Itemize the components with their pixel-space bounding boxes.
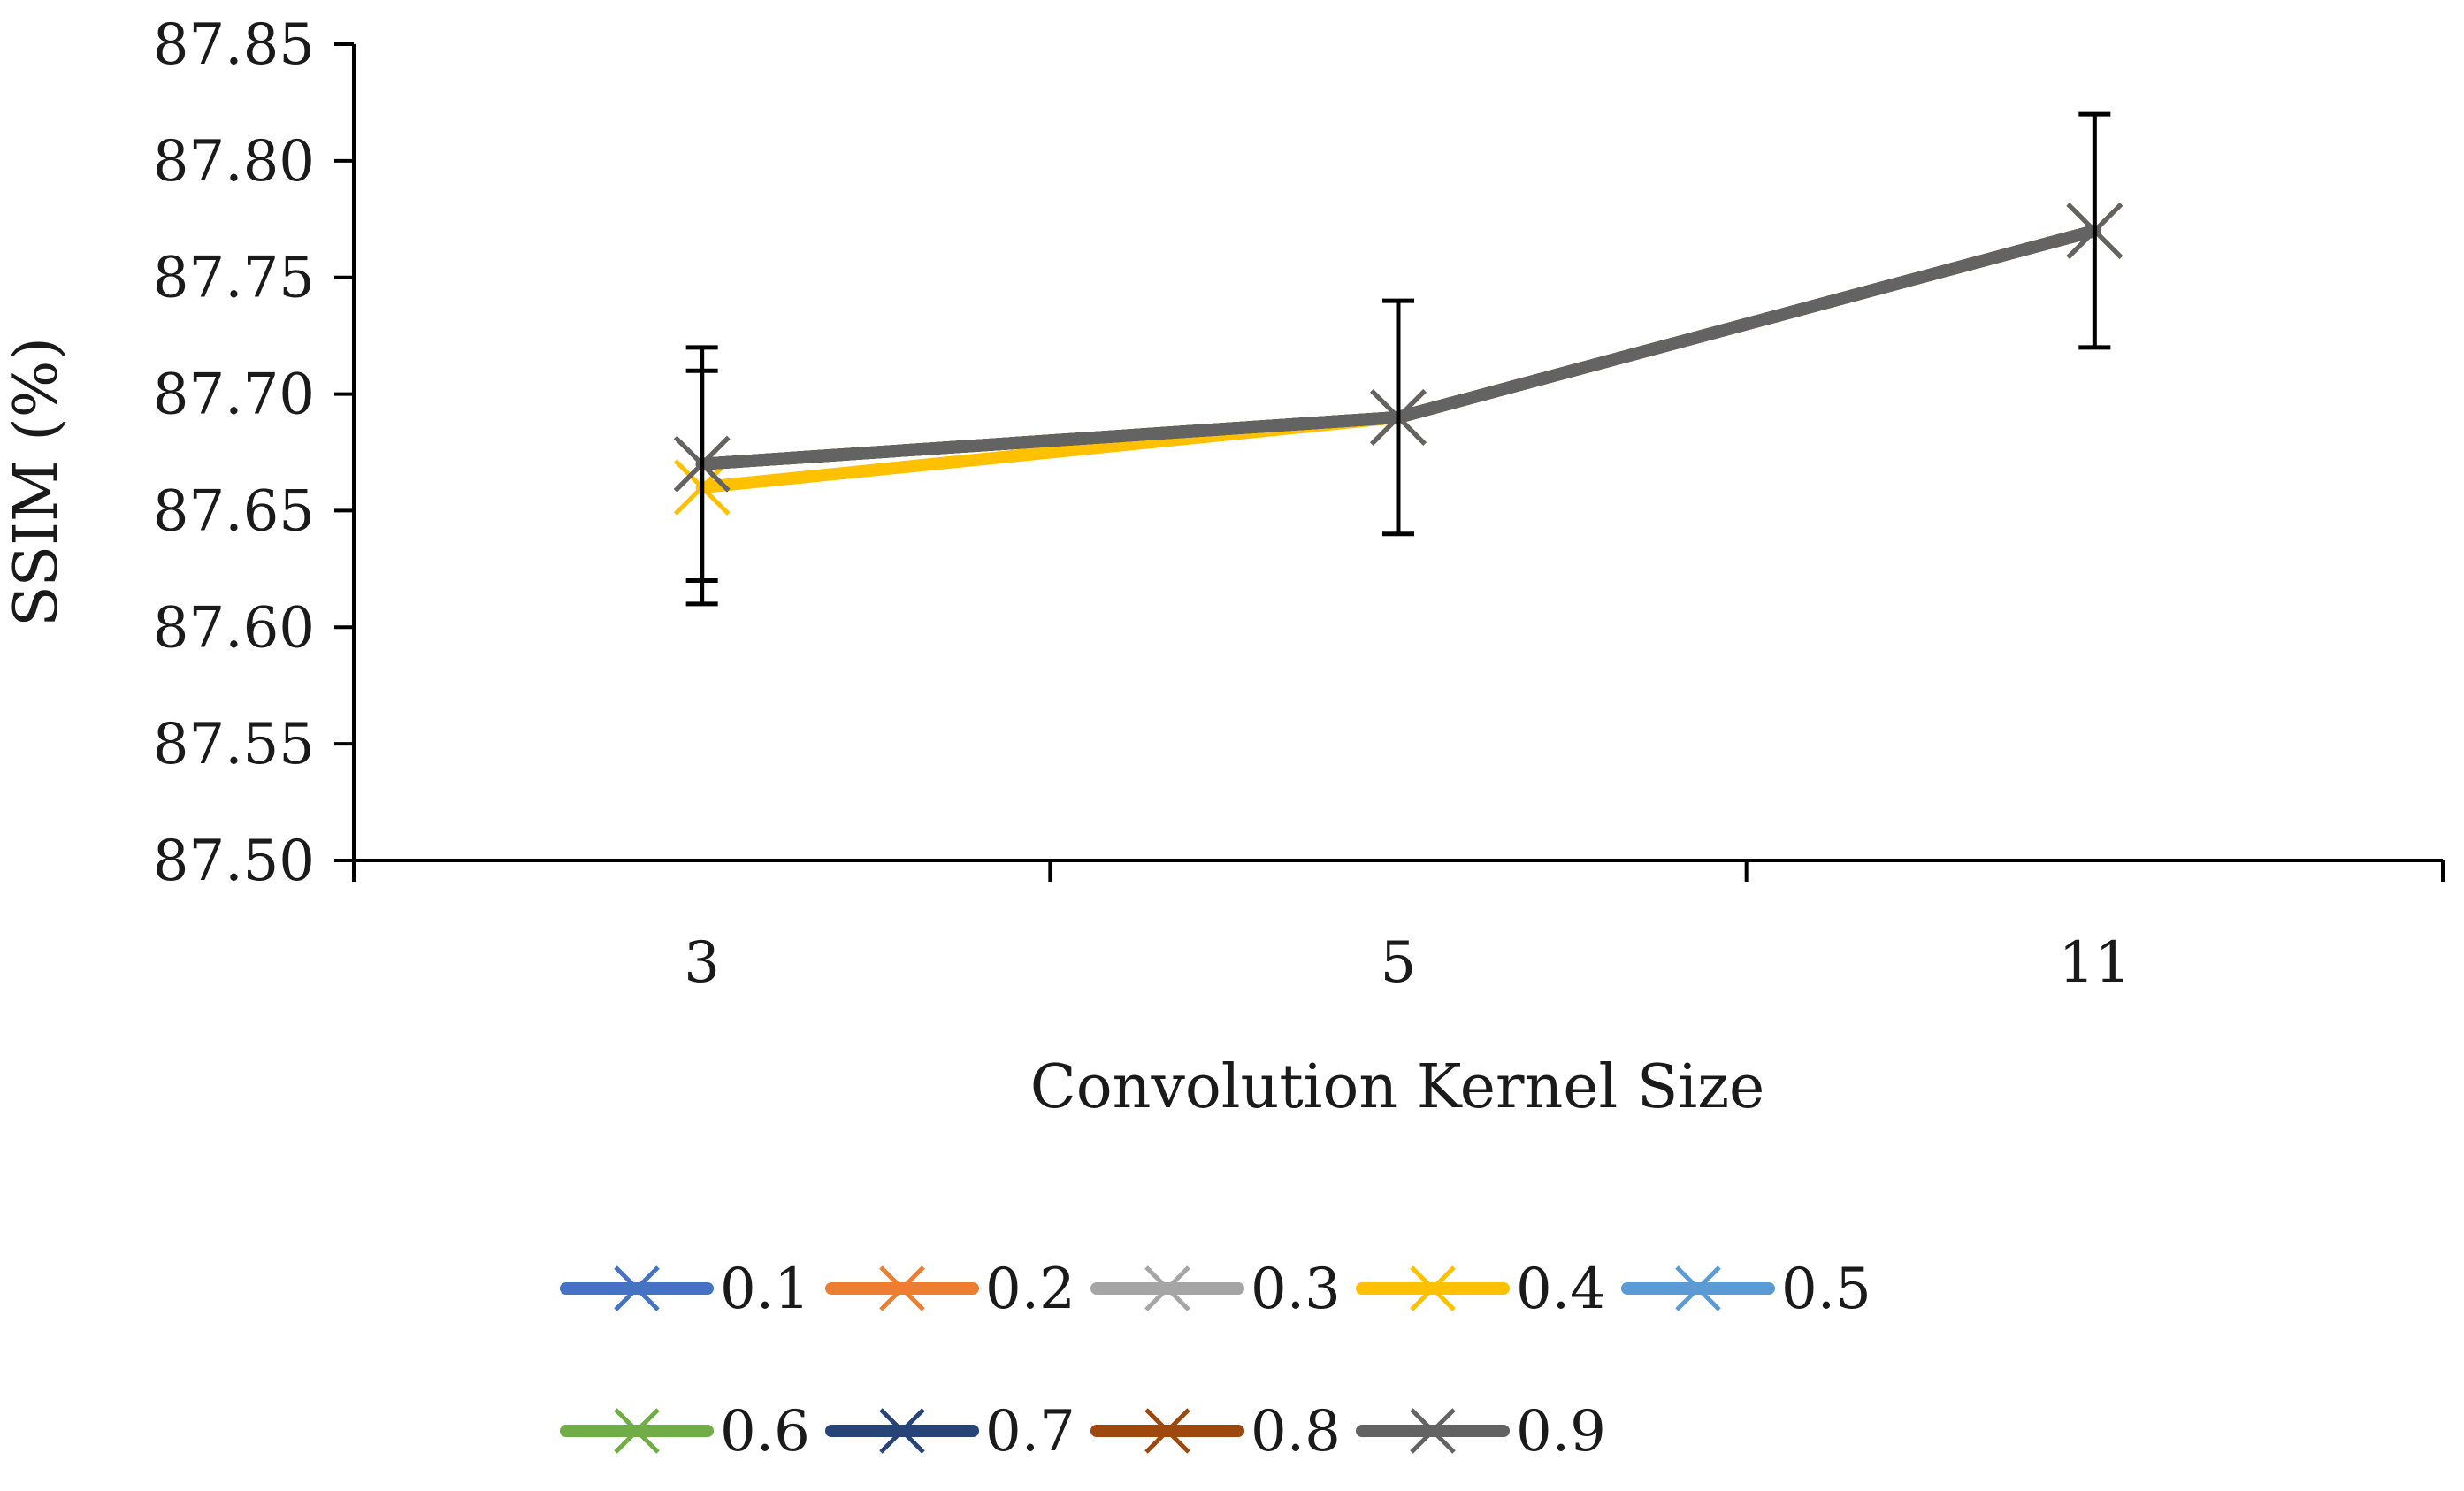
y-tick-label: 87.60 [153,595,315,661]
legend-item-0.4: 0.4 [1356,1257,1606,1322]
legend-label: 0.6 [720,1399,810,1464]
legend: 0.1 0.2 0.3 0.4 0.5 0.6 0.7 0.8 0.9 [560,1257,1871,1464]
x-axis-title: Convolution Kernel Size [1030,1052,1765,1122]
x-ticks: 3 5 11 [352,860,2445,996]
legend-item-0.9: 0.9 [1356,1399,1606,1464]
legend-label: 0.9 [1516,1399,1606,1464]
legend-item-0.8: 0.8 [1090,1399,1341,1464]
legend-label: 0.7 [985,1399,1075,1464]
error-bar-11 [2078,111,2111,350]
legend-item-0.3: 0.3 [1090,1257,1341,1322]
legend-marker [1410,1265,1456,1311]
legend-item-0.2: 0.2 [825,1257,1075,1322]
legend-marker [1144,1265,1190,1311]
errorbar-layer [685,111,2111,607]
legend-marker [1410,1408,1456,1454]
legend-marker [879,1408,925,1454]
legend-label: 0.8 [1251,1399,1341,1464]
y-tick-label: 87.70 [153,363,315,428]
y-tick-label: 87.80 [153,129,315,195]
y-axis-title: SSIM (%) [2,337,72,627]
legend-marker [1675,1265,1721,1311]
legend-marker [1144,1408,1190,1454]
legend-marker [614,1408,660,1454]
legend-marker [879,1265,925,1311]
x-tick-label: 5 [1381,930,1417,996]
y-ticks: 87.50 87.55 87.60 87.65 87.70 87.75 87.80 87.85 [153,12,354,894]
legend-item-0.1: 0.1 [560,1257,810,1322]
error-bar-5 [1382,298,1414,537]
legend-item-0.5: 0.5 [1621,1257,1871,1322]
legend-label: 0.2 [985,1257,1075,1322]
legend-label: 0.1 [720,1257,810,1322]
error-bar-3 [685,368,718,607]
y-tick-label: 87.50 [153,829,315,894]
legend-marker [614,1265,660,1311]
y-tick-label: 87.85 [153,12,315,78]
y-tick-label: 87.65 [153,478,315,544]
legend-label: 0.3 [1251,1257,1341,1322]
legend-item-0.7: 0.7 [825,1399,1075,1464]
legend-label: 0.5 [1781,1257,1871,1322]
x-tick-label: 11 [2059,930,2131,996]
plot-area: 87.50 87.55 87.60 87.65 87.70 87.75 87.80 87.85… [153,12,2445,996]
legend-item-0.6: 0.6 [560,1399,810,1464]
x-tick-label: 3 [684,930,720,996]
y-tick-label: 87.55 [153,712,315,777]
legend-label: 0.4 [1516,1257,1606,1322]
y-tick-label: 87.75 [153,246,315,311]
